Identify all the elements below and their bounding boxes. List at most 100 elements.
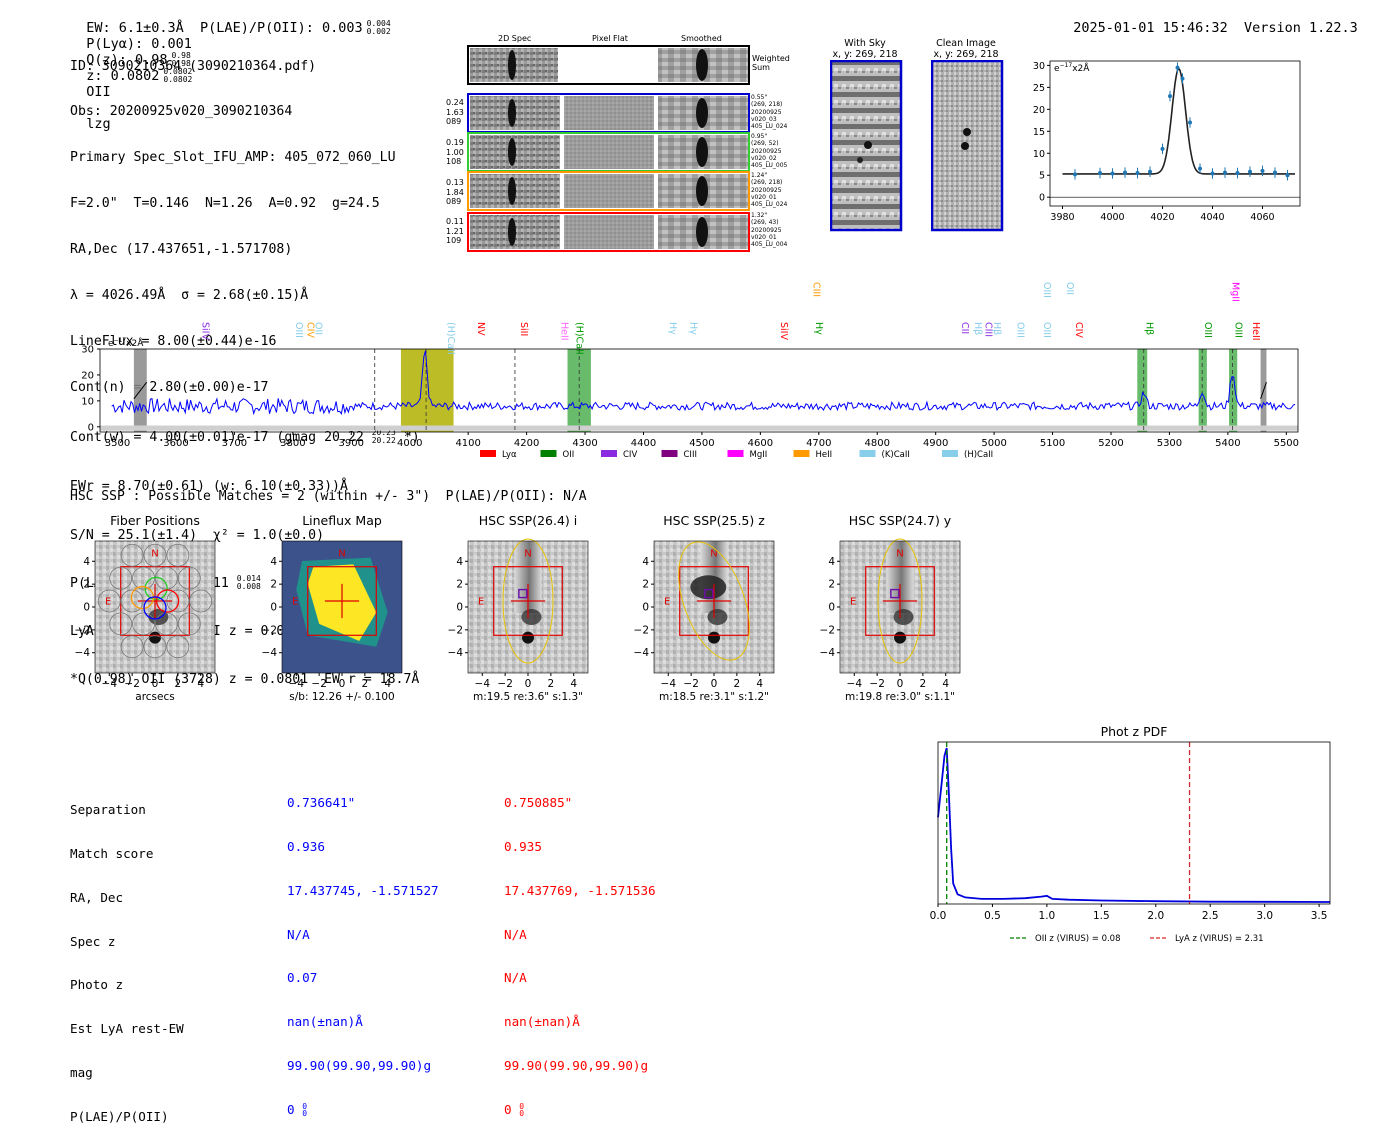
aperture-box — [493, 566, 563, 636]
col2-mag: 99.90(99.90,99.90)g — [504, 1057, 649, 1073]
x-tick-label: 4300 — [572, 438, 597, 449]
x-tick-label: −2 — [683, 678, 698, 690]
info-gmag-sub: 20.22 — [371, 435, 396, 445]
x-tick-label: 2.5 — [1202, 910, 1219, 922]
row-0-left-b: 1.63 — [446, 107, 464, 117]
x-tick-label: 5100 — [1040, 438, 1065, 449]
with-sky-coords: x, y: 269, 218 — [832, 49, 898, 60]
data-point — [1188, 120, 1192, 125]
x-tick-label: 3980 — [1050, 212, 1074, 223]
image-panels: Fiber Positions N E −4 −4 −2 −2 0 0 2 2 4 4 arcsecs Li… — [75, 513, 961, 703]
info-id: ID: 3090210364 (3090210364.pdf) — [70, 58, 317, 74]
highlight-band — [1229, 349, 1238, 432]
panel-xlabel: s/b: 12.26 +/- 0.100 — [289, 691, 394, 703]
line-label: NV — [475, 322, 486, 336]
y-label-prefix: e — [108, 339, 114, 349]
galaxy-blob — [893, 609, 914, 625]
row-3-r3: v020_01 — [751, 233, 777, 241]
y-tick-label: 25 — [1033, 83, 1045, 94]
north-label: N — [338, 548, 345, 559]
data-point — [1210, 171, 1215, 176]
y-label-suffix: x2Å — [126, 337, 144, 349]
x-tick-label: 4900 — [923, 438, 948, 449]
x-tick-label: 0.0 — [930, 910, 947, 922]
match-table-col2: 0.750885" 0.935 17.437769, -1.571536 N/A… — [504, 767, 656, 1132]
legend-swatch — [859, 450, 876, 457]
fiber-circle — [132, 612, 155, 636]
data-point — [1098, 171, 1102, 176]
x-tick-label: 4060 — [1250, 212, 1274, 223]
y-tick-label: 0 — [642, 602, 649, 614]
x-tick-label: 4100 — [455, 438, 480, 449]
y-tick-label: 0 — [88, 422, 94, 433]
x-tick-label: −4 — [102, 678, 118, 690]
row-3-r4: 405_LU_004 — [751, 241, 788, 249]
header-plae-sub: 0.002 — [366, 27, 391, 36]
data-point — [1260, 168, 1265, 173]
north-label: N — [710, 548, 717, 559]
col1-match-score: 0.936 — [287, 838, 325, 854]
y-tick-label: 2 — [642, 579, 649, 591]
chart-title: Phot z PDF — [1101, 724, 1168, 739]
bright-core — [690, 575, 727, 600]
legend-swatch — [793, 450, 810, 457]
header-z-sup: 0.0802 — [163, 67, 193, 76]
row-0-r0: 0.55" — [751, 94, 768, 101]
panel-xlabel: m:18.5 re:3.1" s:1.2" — [659, 691, 769, 703]
label-match-score: Match score — [70, 845, 154, 861]
line-label: OIII — [1041, 322, 1052, 338]
y-tick-label: −4 — [634, 647, 650, 659]
x-tick-label: 4040 — [1200, 212, 1224, 223]
fiber-blue — [143, 596, 167, 620]
y-tick-label: 0 — [828, 602, 835, 614]
header-ew: EW: 6.1±0.3Å P(LAE)/P(OII): 0.003 — [86, 20, 363, 36]
col1-radec: 17.437745, -1.571527 — [287, 882, 439, 898]
data-point — [1180, 76, 1185, 81]
info-lambda: λ = 4026.49Å σ = 2.68(±0.15)Å — [70, 288, 309, 304]
legend-label: CIII — [684, 450, 697, 460]
x-tick-label: 3.0 — [1256, 910, 1273, 922]
header-plae-sup: 0.004 — [366, 19, 391, 28]
col2-separation: 0.750885" — [504, 795, 573, 811]
x-tick-label: 3600 — [163, 438, 188, 449]
col-label-2dspec: 2D Spec — [498, 34, 532, 43]
x-tick-label: 4000 — [1100, 212, 1124, 223]
galaxy-blob — [521, 609, 542, 625]
y-tick-label: 4 — [270, 556, 277, 568]
label-lya-ew: Est LyA rest-EW — [70, 1021, 184, 1037]
header-version: Version 1.22.3 — [1243, 20, 1358, 36]
match-box — [890, 588, 900, 599]
label-separation: Separation — [70, 802, 146, 818]
kron-ellipse — [877, 538, 923, 664]
row-3-left-b: 1.21 — [446, 226, 464, 236]
x-tick-label: 4 — [384, 678, 391, 690]
panel-xlabel: m:19.5 re:3.6" s:1.3" — [473, 691, 583, 703]
x-tick-label: 4 — [197, 678, 204, 690]
header-qz: Q(z): 0.98 — [86, 52, 168, 68]
legend-label: OII — [563, 450, 575, 460]
col-label-smoothed: Smoothed — [681, 34, 722, 43]
row-2-left-b: 1.84 — [446, 187, 464, 197]
line-label: CIV — [1073, 322, 1084, 338]
panel-xlabel: m:19.8 re:3.0" s:1.1" — [845, 691, 955, 703]
x-tick-label: 5300 — [1157, 438, 1182, 449]
legend-label: (H)CaII — [964, 450, 993, 460]
east-label: E — [850, 596, 856, 607]
label-plae: P(LAE)/P(OII) — [70, 1108, 169, 1124]
band-hatch — [1260, 382, 1267, 399]
plot-frame — [937, 741, 1331, 905]
row-3-r1: (269, 43) — [751, 219, 779, 227]
row-0-r3: v020_03 — [751, 115, 777, 123]
label-radec: RA, Dec — [70, 889, 124, 905]
fiber-red — [155, 589, 180, 613]
panel-title: HSC SSP(25.5) z — [663, 513, 765, 528]
data-point — [1175, 65, 1180, 70]
fiber-circle — [155, 612, 178, 636]
phot-z-pdf-chart: Phot z PDF 0.0 0.5 1.0 1.5 2.0 2.5 3.0 3.5 OII z … — [930, 724, 1331, 944]
fiber-circle — [120, 589, 144, 613]
x-tick-label: 0 — [525, 678, 532, 690]
row-0-right: 0.55" (269, 218) 20200925 v020_03 405_LU_024 — [751, 94, 787, 130]
y-tick-label: 4 — [828, 556, 835, 568]
fiber-circle — [155, 566, 178, 590]
header-right: 2025-01-01 15:46:32 Version 1.22.3 — [1057, 4, 1358, 36]
